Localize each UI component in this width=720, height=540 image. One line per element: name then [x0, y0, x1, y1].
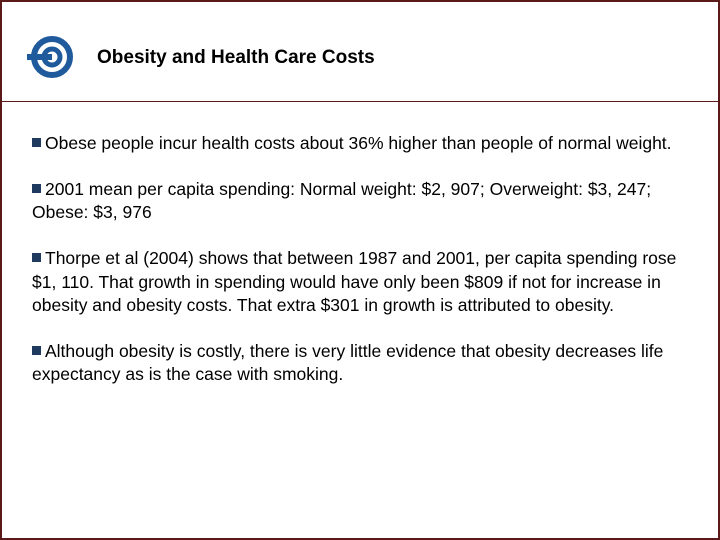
bullet-text: Although obesity is costly, there is ver… [32, 341, 663, 385]
header-region: Obesity and Health Care Costs [2, 2, 718, 102]
bullet-marker-icon [32, 253, 41, 262]
bullet-marker-icon [32, 138, 41, 147]
bullet-text: Thorpe et al (2004) shows that between 1… [32, 248, 676, 315]
bullet-text: 2001 mean per capita spending: Normal we… [32, 179, 651, 223]
bullet-item: Thorpe et al (2004) shows that between 1… [32, 247, 688, 318]
slide-container: Obesity and Health Care Costs Obese peop… [0, 0, 720, 540]
bullet-text: Obese people incur health costs about 36… [45, 133, 672, 153]
slide-title: Obesity and Health Care Costs [97, 47, 375, 69]
bullet-item: Although obesity is costly, there is ver… [32, 340, 688, 387]
bullet-marker-icon [32, 346, 41, 355]
bullet-item: 2001 mean per capita spending: Normal we… [32, 178, 688, 225]
content-region: Obese people incur health costs about 36… [2, 102, 718, 429]
logo-icon [27, 32, 77, 82]
bullet-item: Obese people incur health costs about 36… [32, 132, 688, 156]
bullet-marker-icon [32, 184, 41, 193]
